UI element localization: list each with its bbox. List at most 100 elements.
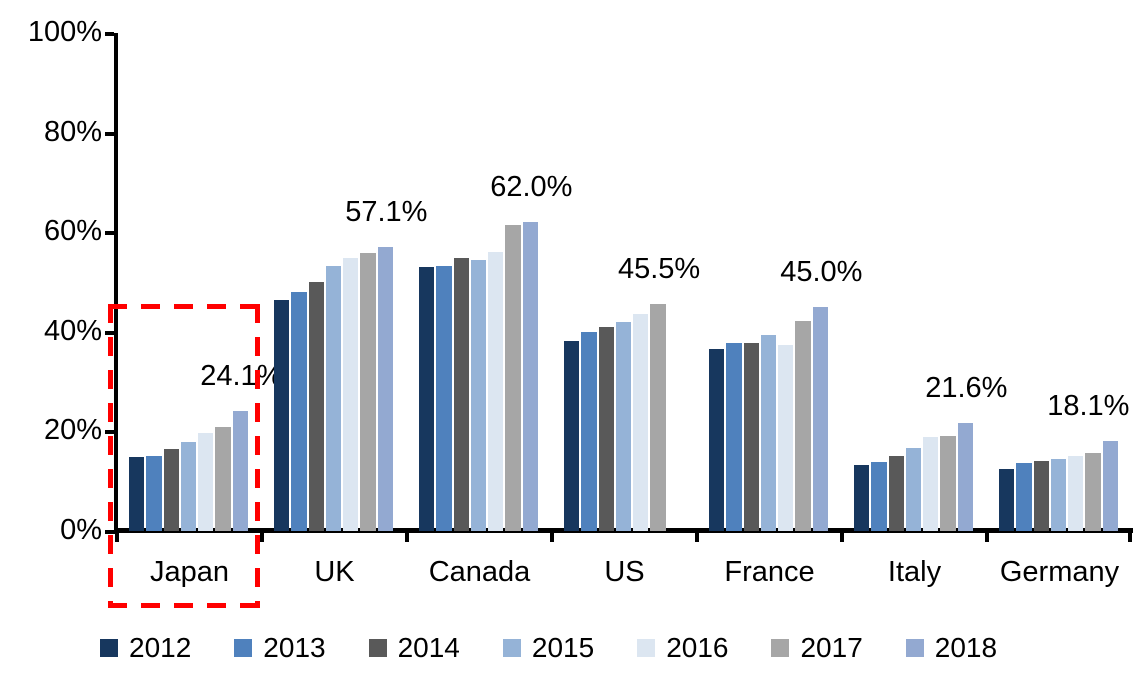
bar-france-2018	[812, 306, 828, 531]
x-axis-tick	[405, 533, 409, 542]
bar-group-us: 45.5%	[552, 33, 701, 531]
data-label-italy: 21.6%	[925, 372, 1008, 405]
bar-group-germany: 18.1%	[987, 33, 1132, 531]
legend-swatch-2015	[502, 639, 521, 657]
legend-swatch-2017	[771, 639, 790, 657]
bar-group-france: 45.0%	[697, 33, 862, 531]
highlight-box-edge	[108, 603, 260, 608]
y-axis-label-80: 80%	[43, 115, 102, 148]
bar-italy-2016	[923, 436, 939, 531]
bar-us-2014	[598, 326, 614, 531]
legend-label-2012: 2012	[129, 632, 192, 663]
bar-germany-2016	[1068, 455, 1084, 531]
legend-item-2013: 2013	[234, 632, 326, 663]
bar-canada-2013	[436, 265, 452, 531]
bar-us-2017	[650, 304, 666, 531]
x-axis-tick	[985, 533, 989, 542]
x-axis-label-france: France	[724, 556, 815, 588]
legend-item-2018: 2018	[905, 632, 998, 663]
x-axis-label-canada: Canada	[428, 556, 531, 588]
y-axis-tick	[105, 32, 114, 36]
y-axis-tick	[105, 131, 114, 136]
x-axis-tick	[1128, 533, 1132, 542]
bar-france-2015	[760, 335, 777, 531]
legend-label-2017: 2017	[800, 632, 863, 663]
bar-us-2016	[633, 314, 649, 531]
bar-canada-2017	[505, 224, 521, 531]
bar-italy-2015	[905, 447, 922, 531]
bar-uk-2012	[274, 299, 290, 531]
bar-france-2014	[743, 343, 759, 531]
y-axis-label-40: 40%	[43, 314, 102, 347]
legend-label-2015: 2015	[531, 632, 595, 663]
bar-japan-2016	[198, 432, 214, 531]
data-label-uk: 57.1%	[345, 195, 428, 228]
x-axis-tick	[260, 533, 264, 542]
bar-germany-2017	[1085, 452, 1101, 531]
bar-italy-2014	[888, 455, 904, 531]
x-axis-label-japan: Japan	[149, 556, 229, 588]
bar-uk-2014	[308, 282, 324, 531]
bar-canada-2016	[488, 252, 504, 531]
bar-italy-2013	[871, 461, 887, 531]
bar-france-2013	[726, 342, 742, 531]
bar-italy-2012	[854, 465, 870, 531]
bar-uk-2017	[360, 253, 376, 531]
legend-swatch-2018	[905, 639, 924, 657]
bar-us-2015	[615, 321, 632, 531]
bar-uk-2015	[325, 265, 342, 531]
bar-japan-2018	[232, 410, 248, 531]
data-label-canada: 62.0%	[490, 171, 573, 204]
x-axis-label-germany: Germany	[999, 556, 1120, 588]
bar-uk-2016	[343, 257, 359, 531]
bar-japan-2015	[180, 442, 197, 531]
bar-germany-2013	[1016, 463, 1032, 531]
bar-canada-2018	[522, 222, 538, 531]
data-label-japan: 24.1%	[200, 359, 283, 392]
bar-us-2013	[581, 332, 597, 531]
x-axis-label-italy: Italy	[887, 556, 942, 588]
bar-france-2012	[709, 349, 725, 531]
bar-japan-2017	[215, 426, 231, 531]
data-label-us: 45.5%	[617, 253, 701, 286]
y-axis-line	[114, 33, 118, 534]
x-axis-label-uk: UK	[314, 556, 355, 588]
x-axis-tick	[115, 533, 119, 542]
legend-item-2017: 2017	[771, 632, 863, 663]
data-label-germany: 18.1%	[1047, 389, 1130, 422]
bar-canada-2014	[453, 258, 469, 531]
legend-label-2016: 2016	[666, 632, 729, 663]
bar-canada-2015	[470, 259, 487, 531]
legend-swatch-2014	[368, 639, 387, 657]
legend-swatch-2012	[100, 639, 118, 657]
bar-group-canada: 62.0%	[407, 33, 572, 531]
y-axis-tick	[105, 231, 114, 236]
bar-france-2016	[778, 344, 794, 531]
legend-label-2014: 2014	[397, 632, 460, 663]
bar-japan-2014	[163, 448, 179, 531]
y-axis-tick	[105, 330, 114, 335]
bar-uk-2013	[291, 291, 307, 531]
bar-france-2017	[795, 320, 811, 531]
highlight-box-edge	[108, 304, 113, 608]
bar-group-japan: 24.1%	[117, 33, 282, 531]
bar-us-2012	[564, 340, 580, 531]
bar-germany-2012	[999, 469, 1015, 531]
legend-label-2013: 2013	[263, 632, 326, 663]
legend-item-2015: 2015	[502, 632, 595, 663]
legend-swatch-2016	[637, 639, 656, 657]
bar-germany-2018	[1102, 440, 1118, 531]
bar-group-uk: 57.1%	[262, 33, 427, 531]
bar-germany-2015	[1050, 459, 1067, 531]
bar-italy-2017	[940, 435, 956, 531]
x-axis-tick	[840, 533, 844, 542]
y-axis-label-60: 60%	[43, 215, 102, 248]
bar-canada-2012	[419, 267, 435, 531]
bar-uk-2018	[377, 246, 393, 531]
legend-item-2012: 2012	[100, 634, 191, 662]
data-label-france: 45.0%	[780, 255, 863, 288]
chart-legend: 2012 2013 2014 2015 2016 2017 2018	[100, 634, 997, 662]
legend-label-2018: 2018	[934, 632, 998, 663]
bar-japan-2013	[146, 456, 162, 531]
